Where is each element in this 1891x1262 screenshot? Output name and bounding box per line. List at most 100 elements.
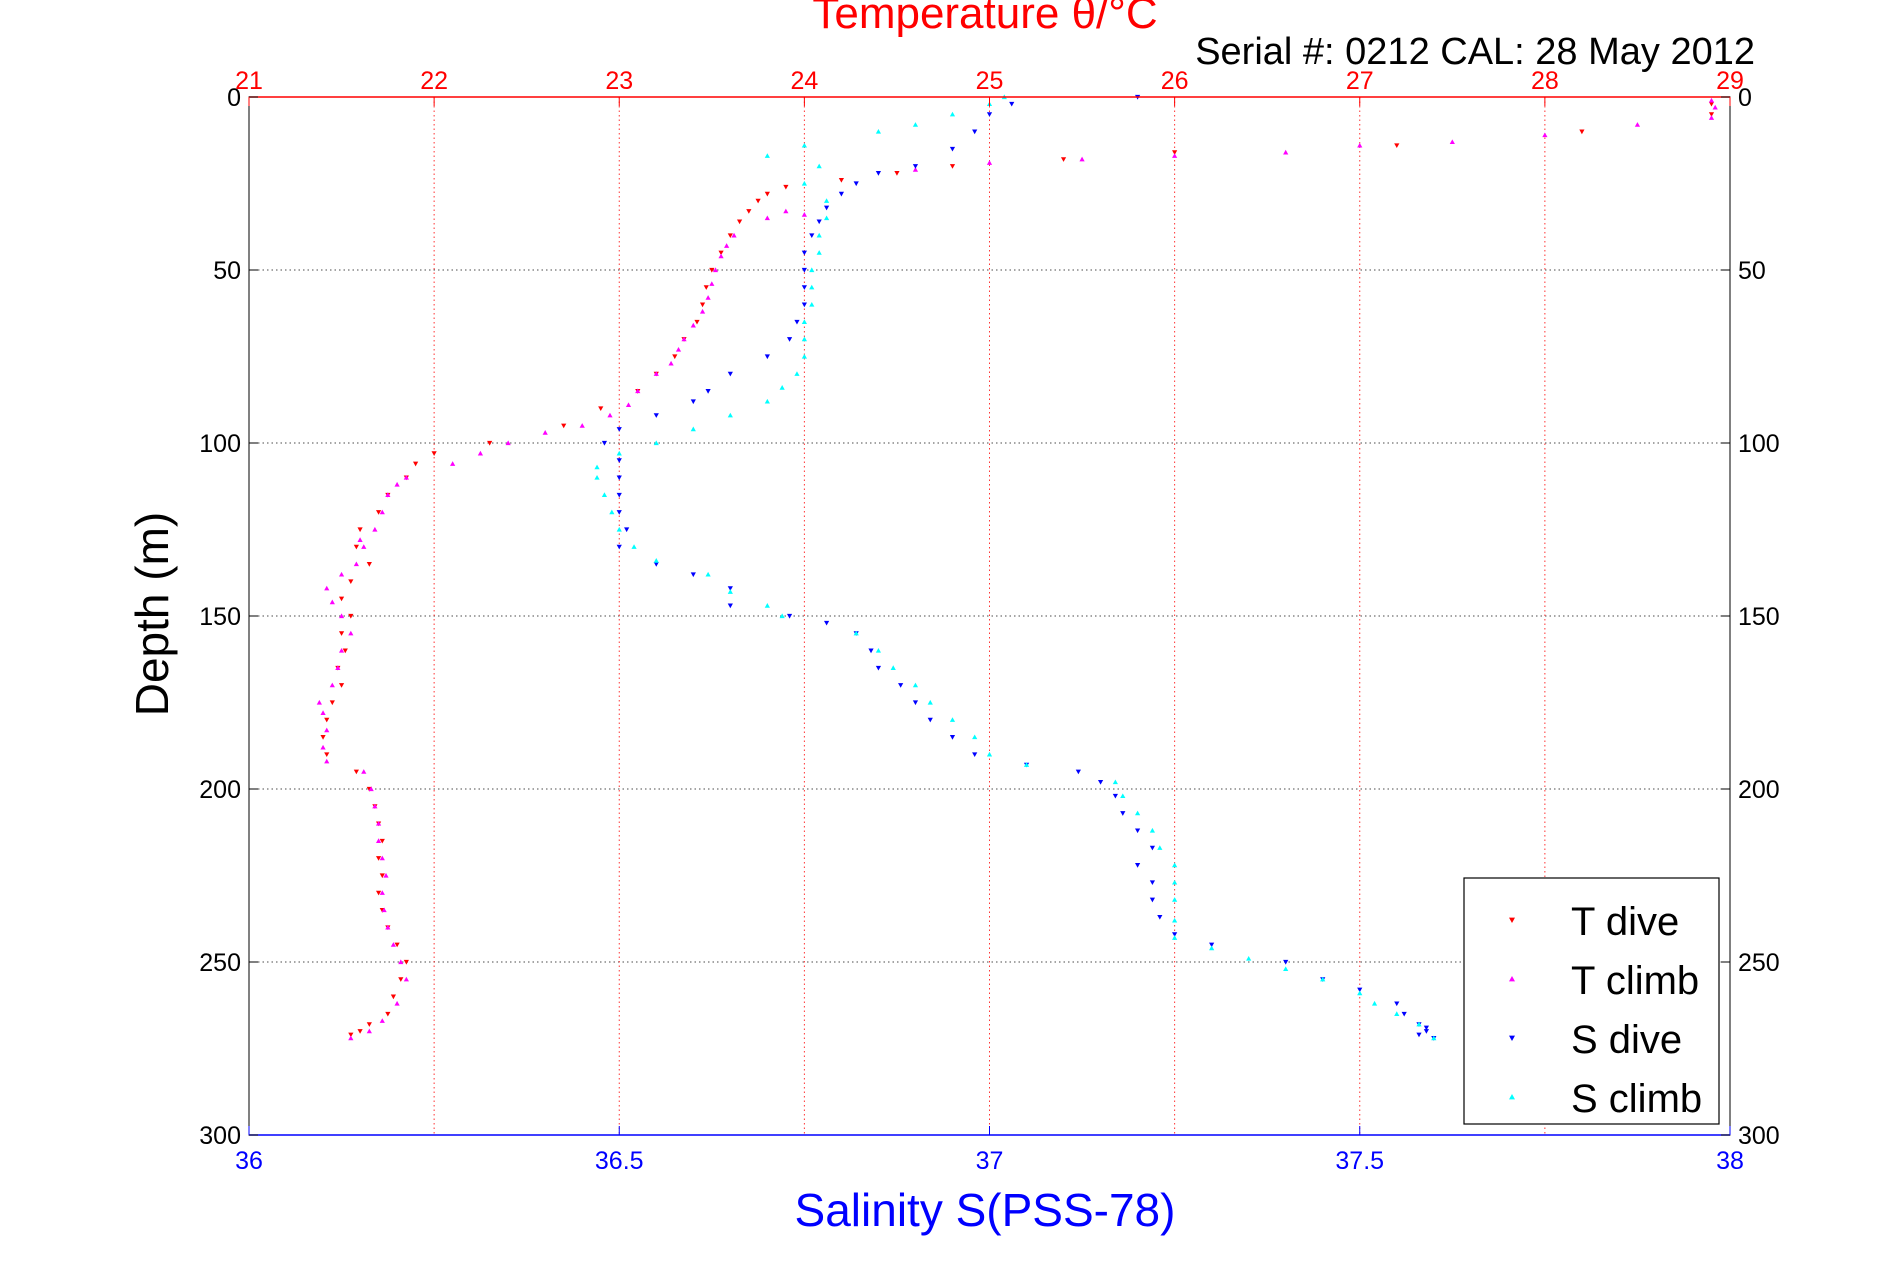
data-point-s-dive <box>868 648 874 654</box>
data-point-t-climb <box>1712 104 1718 110</box>
data-point-s-dive <box>809 233 815 238</box>
data-point-s-dive <box>616 475 622 481</box>
data-point-t-climb <box>718 253 724 259</box>
x-bottom-tick-label: 37.5 <box>1335 1147 1384 1175</box>
data-point-s-dive <box>1112 793 1118 799</box>
data-point-s-dive <box>601 440 608 446</box>
x-top-tick-label: 27 <box>1346 67 1374 95</box>
legend-marker-icon <box>1509 1035 1515 1041</box>
data-point-t-climb <box>379 509 385 515</box>
data-point-s-dive <box>972 752 978 757</box>
data-point-t-climb <box>385 492 391 497</box>
y-tick-label-right: 300 <box>1738 1122 1780 1150</box>
data-point-t-climb <box>731 232 737 238</box>
data-point-t-climb <box>379 855 385 861</box>
data-point-t-dive <box>348 1032 354 1038</box>
data-point-s-climb <box>801 319 807 324</box>
data-point-t-climb <box>1079 156 1085 162</box>
data-point-s-dive <box>1416 1032 1422 1038</box>
data-point-s-climb <box>890 665 896 670</box>
data-point-t-dive <box>736 219 743 225</box>
data-point-s-dive <box>875 171 882 176</box>
data-point-s-dive <box>1097 780 1104 785</box>
legend: T dive T climb S dive S climb <box>1463 877 1720 1125</box>
data-point-s-climb <box>653 558 659 563</box>
data-point-t-dive <box>764 191 770 197</box>
data-point-s-climb <box>823 215 830 221</box>
data-point-t-dive <box>561 423 567 429</box>
data-point-t-climb <box>403 976 409 982</box>
data-point-t-climb <box>329 682 335 688</box>
y-tick-label-left: 0 <box>227 84 241 112</box>
data-point-s-dive <box>653 562 659 567</box>
data-point-t-dive <box>338 683 345 688</box>
y-tick-label-left: 300 <box>199 1122 241 1150</box>
data-point-s-dive <box>823 205 830 211</box>
data-point-s-climb <box>809 302 815 307</box>
data-point-t-climb <box>764 215 770 221</box>
data-point-t-dive <box>324 752 330 757</box>
y-tick-label-left: 200 <box>199 776 241 804</box>
data-point-t-dive <box>718 250 724 256</box>
data-point-s-climb <box>601 492 608 497</box>
x-top-tick-label: 28 <box>1531 67 1559 95</box>
data-point-s-dive <box>764 354 770 360</box>
data-point-t-dive <box>838 177 844 183</box>
data-point-s-climb <box>986 751 993 757</box>
data-point-s-dive <box>972 129 978 135</box>
data-point-t-climb <box>668 360 674 366</box>
data-point-t-dive <box>709 267 715 273</box>
data-point-s-climb <box>779 613 785 619</box>
data-point-t-climb <box>579 423 585 428</box>
data-point-t-dive <box>403 959 409 965</box>
data-point-s-dive <box>801 285 807 290</box>
data-point-s-climb <box>631 544 637 549</box>
data-point-s-dive <box>727 586 733 591</box>
data-point-t-dive <box>366 1022 372 1027</box>
data-point-t-dive <box>1394 143 1400 149</box>
data-point-t-climb <box>379 1018 385 1023</box>
data-point-t-climb <box>338 648 345 653</box>
data-point-t-climb <box>324 727 330 733</box>
data-point-t-dive <box>727 233 733 238</box>
data-point-t-climb <box>1357 142 1363 148</box>
data-point-t-dive <box>598 406 604 411</box>
data-point-s-dive <box>1209 942 1215 948</box>
data-point-t-climb <box>1172 153 1178 158</box>
data-point-t-climb <box>801 212 807 217</box>
legend-label: T dive <box>1571 900 1679 944</box>
legend-marker-icon <box>1509 976 1515 982</box>
data-point-t-climb <box>1708 115 1715 120</box>
data-point-s-climb <box>1357 990 1363 996</box>
data-point-t-dive <box>390 994 396 1000</box>
data-point-s-climb <box>616 526 622 532</box>
data-point-s-climb <box>801 142 807 148</box>
data-point-s-dive <box>1149 897 1156 903</box>
data-point-s-climb <box>764 603 770 608</box>
data-point-s-climb <box>1135 810 1141 816</box>
data-point-s-dive <box>690 572 696 578</box>
data-point-t-climb <box>625 402 632 408</box>
data-point-t-climb <box>398 959 404 965</box>
data-point-t-climb <box>361 544 367 549</box>
data-point-s-dive <box>1120 811 1126 816</box>
data-point-s-climb <box>927 699 933 705</box>
data-point-t-dive <box>329 700 335 706</box>
data-point-s-climb <box>816 232 822 238</box>
data-point-s-dive <box>912 700 919 706</box>
data-point-t-climb <box>338 571 345 577</box>
data-point-s-dive <box>794 319 800 325</box>
data-point-s-climb <box>1320 976 1326 982</box>
data-point-t-climb <box>335 665 341 670</box>
data-point-t-climb <box>542 430 548 435</box>
data-point-s-climb <box>609 509 615 515</box>
legend-box <box>1463 877 1720 1125</box>
data-point-s-climb <box>816 163 822 169</box>
data-point-t-climb <box>361 769 367 774</box>
data-point-s-climb <box>1023 762 1030 767</box>
data-point-s-climb <box>1416 1021 1422 1027</box>
data-point-s-climb <box>1209 945 1215 951</box>
data-point-s-climb <box>1157 845 1163 850</box>
data-point-t-climb <box>1283 149 1289 155</box>
x-top-tick-label: 21 <box>235 67 263 95</box>
